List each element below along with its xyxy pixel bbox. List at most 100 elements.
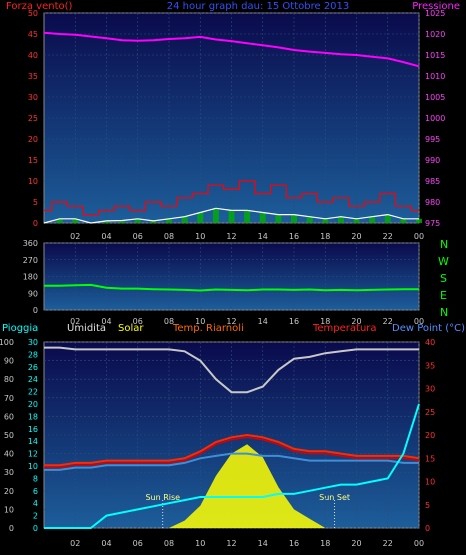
wind-avg-bar — [353, 218, 360, 223]
y-tick-label-wind: 45 — [28, 30, 38, 39]
x-tick-label: 22 — [383, 232, 393, 241]
wind-avg-bar — [56, 218, 63, 223]
temperature-line — [44, 436, 420, 469]
y-tick-label-rain: 18 — [28, 412, 38, 421]
y-tick-label-temp: 30 — [425, 385, 435, 394]
x-tick-label: 22 — [383, 539, 393, 548]
x-tick-label: 00 — [414, 539, 424, 548]
y-tick-label-rain: 20 — [28, 400, 38, 409]
y-tick-label-wind: 35 — [28, 72, 38, 81]
wind-avg-bar — [337, 216, 344, 223]
x-tick-label: 20 — [351, 539, 361, 548]
y-tick-label-rain: 4 — [33, 499, 38, 508]
wind-avg-bar — [291, 214, 297, 223]
y-tick-label-rain: 16 — [28, 425, 38, 434]
x-tick-label: 10 — [195, 539, 205, 548]
x-tick-label: 10 — [195, 232, 205, 241]
x-tick-label: 02 — [70, 317, 80, 326]
x-tick-label: 06 — [133, 232, 143, 241]
y-tick-label-rain: 0 — [33, 524, 38, 533]
y-tick-label-pressure: 1020 — [425, 30, 445, 39]
x-tick-label: 20 — [351, 317, 361, 326]
x-tick-label: 18 — [320, 539, 330, 548]
wind-avg-bar — [322, 218, 329, 223]
dew-point-line — [44, 452, 419, 471]
compass-label-n-top: N — [440, 238, 448, 251]
chart-title: 24 hour graph dau: 15 Ottobre 2013 — [167, 1, 350, 12]
compass-label-w: W — [438, 255, 449, 268]
y-tick-label-humidity: 30 — [4, 468, 14, 477]
y-tick-label-temp: 15 — [425, 454, 435, 463]
wind-avg-bar — [416, 218, 422, 223]
y-tick-label-wind: 10 — [28, 177, 38, 186]
wind-direction-line — [44, 283, 419, 292]
wind-avg-bar — [306, 216, 313, 223]
x-tick-label: 00 — [414, 232, 424, 241]
y-tick-label-rain: 14 — [28, 437, 38, 446]
wind-avg-bar — [181, 216, 188, 223]
wind-avg-bar — [228, 210, 235, 223]
wind-avg-bar — [197, 212, 204, 223]
x-tick-label: 16 — [289, 539, 299, 548]
x-tick-label: 14 — [258, 539, 268, 548]
y-tick-label-pressure: 990 — [425, 156, 440, 165]
legend-dew-point: Dew Point (°C) — [392, 323, 465, 334]
y-tick-label-pressure: 1000 — [425, 114, 445, 123]
compass-label-n-bottom: N — [440, 306, 448, 319]
wind-avg-bar — [150, 220, 157, 223]
x-tick-label: 16 — [289, 317, 299, 326]
humidity-line — [44, 346, 419, 394]
y-tick-label-direction: 270 — [23, 256, 38, 265]
y-tick-label-wind: 25 — [28, 114, 38, 123]
y-tick-label-temp: 0 — [425, 524, 430, 533]
y-tick-label-pressure: 995 — [425, 135, 440, 144]
wind-avg-bar — [244, 210, 251, 223]
wind-avg-bar — [119, 220, 126, 223]
wind-avg-bar — [400, 218, 407, 223]
x-tick-label: 12 — [226, 317, 236, 326]
compass-label-e: E — [440, 289, 447, 302]
x-tick-label: 06 — [133, 539, 143, 548]
y-tick-label-pressure: 1025 — [425, 9, 445, 18]
y-tick-label-humidity: 70 — [4, 394, 14, 403]
y-tick-label-temp: 20 — [425, 431, 435, 440]
x-tick-label: 10 — [195, 317, 205, 326]
x-tick-label: 12 — [226, 232, 236, 241]
x-tick-label: 20 — [351, 232, 361, 241]
wind-avg-bar — [103, 220, 110, 223]
y-tick-label-rain: 30 — [28, 338, 38, 347]
wind-avg-bar — [384, 214, 391, 223]
wind-avg-bar — [275, 214, 282, 223]
y-tick-label-rain: 26 — [28, 363, 38, 372]
y-tick-label-pressure: 1005 — [425, 93, 445, 102]
y-tick-label-wind: 0 — [33, 219, 38, 228]
y-tick-label-humidity: 50 — [4, 431, 14, 440]
x-tick-label: 12 — [226, 539, 236, 548]
x-tick-label: 22 — [383, 317, 393, 326]
x-tick-label: 04 — [101, 232, 111, 241]
x-tick-label: 04 — [101, 539, 111, 548]
wind-avg-bar — [166, 218, 172, 223]
x-tick-label: 02 — [70, 539, 80, 548]
x-tick-label: 18 — [320, 317, 330, 326]
y-tick-label-pressure: 985 — [425, 177, 440, 186]
pressure-axis-label: Pressione — [412, 1, 460, 12]
y-tick-label-humidity: 80 — [4, 375, 14, 384]
y-tick-label-wind: 50 — [28, 9, 38, 18]
x-tick-label: 02 — [70, 232, 80, 241]
x-tick-label: 08 — [164, 317, 174, 326]
y-tick-label-rain: 2 — [33, 512, 38, 521]
wind-avg-bar — [72, 218, 79, 223]
y-tick-label-direction: 0 — [33, 306, 38, 315]
legend-temperature: Temperatura — [312, 323, 377, 334]
y-tick-label-temp: 10 — [425, 478, 435, 487]
wind-gust-line — [44, 180, 419, 216]
x-tick-label: 08 — [164, 539, 174, 548]
y-tick-label-pressure: 980 — [425, 198, 440, 207]
y-tick-label-humidity: 100 — [0, 338, 14, 347]
wind-avg-bar — [369, 216, 376, 223]
y-tick-label-humidity: 20 — [4, 487, 14, 496]
y-tick-label-temp: 5 — [425, 501, 430, 510]
y-tick-label-pressure: 1015 — [425, 51, 445, 60]
y-tick-label-direction: 360 — [23, 239, 38, 248]
